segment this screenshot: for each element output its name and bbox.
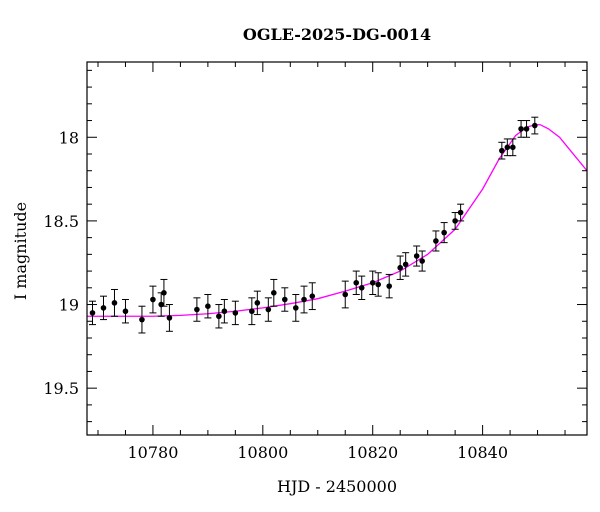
data-point [292, 305, 299, 311]
data-point [111, 300, 118, 306]
data-point [375, 281, 382, 288]
data-point [89, 310, 96, 316]
chart-title: OGLE-2025-DG-0014 [243, 25, 431, 44]
data-point [216, 313, 222, 320]
data-point [397, 264, 403, 271]
data-point [161, 290, 167, 296]
data-point [265, 306, 272, 313]
data-point [358, 285, 365, 291]
error-bars-group [88, 116, 539, 334]
model-curve [87, 124, 587, 317]
y-axis-label: I magnitude [11, 202, 30, 300]
data-point [271, 290, 277, 296]
data-point [205, 303, 211, 310]
data-point [221, 308, 228, 315]
data-point [452, 218, 458, 224]
data-point [166, 315, 173, 321]
x-tick-label: 10840 [457, 443, 508, 462]
x-tick-label: 10820 [347, 443, 398, 462]
x-tick-label: 10800 [237, 443, 288, 462]
data-point [301, 296, 307, 303]
y-tick-label: 19 [59, 296, 79, 315]
data-point [249, 308, 255, 315]
data-point [504, 144, 511, 151]
data-point [386, 283, 392, 289]
x-tick-label: 10780 [127, 443, 178, 462]
axis-ticks-group: 10780 10800 10820 10840 18 18.5 19 19.5 [43, 62, 587, 462]
data-point [122, 308, 129, 315]
data-point [419, 258, 425, 264]
model-curve-group [87, 124, 587, 317]
data-point [100, 305, 107, 311]
data-point [194, 306, 200, 313]
data-point [353, 279, 360, 286]
y-tick-label: 19.5 [43, 379, 79, 398]
data-point [433, 238, 439, 244]
data-point [309, 293, 316, 299]
data-point [413, 253, 420, 259]
data-point [369, 279, 376, 286]
data-point [510, 144, 516, 151]
plot-frame [86, 61, 588, 436]
data-point [518, 126, 524, 132]
data-point [499, 147, 505, 154]
data-point [158, 301, 164, 308]
data-point [232, 310, 239, 316]
data-points-group [89, 122, 538, 323]
x-axis-label: HJD - 2450000 [277, 477, 397, 496]
data-point [532, 122, 538, 129]
data-point [402, 261, 409, 268]
y-tick-label: 18.5 [43, 212, 79, 231]
data-point [282, 296, 288, 303]
data-point [342, 291, 349, 298]
data-point [150, 296, 156, 303]
data-point [139, 316, 145, 323]
data-point [441, 229, 447, 236]
y-tick-label: 18 [59, 128, 79, 147]
data-point [254, 300, 261, 306]
data-point [523, 126, 530, 132]
data-point [457, 209, 464, 216]
